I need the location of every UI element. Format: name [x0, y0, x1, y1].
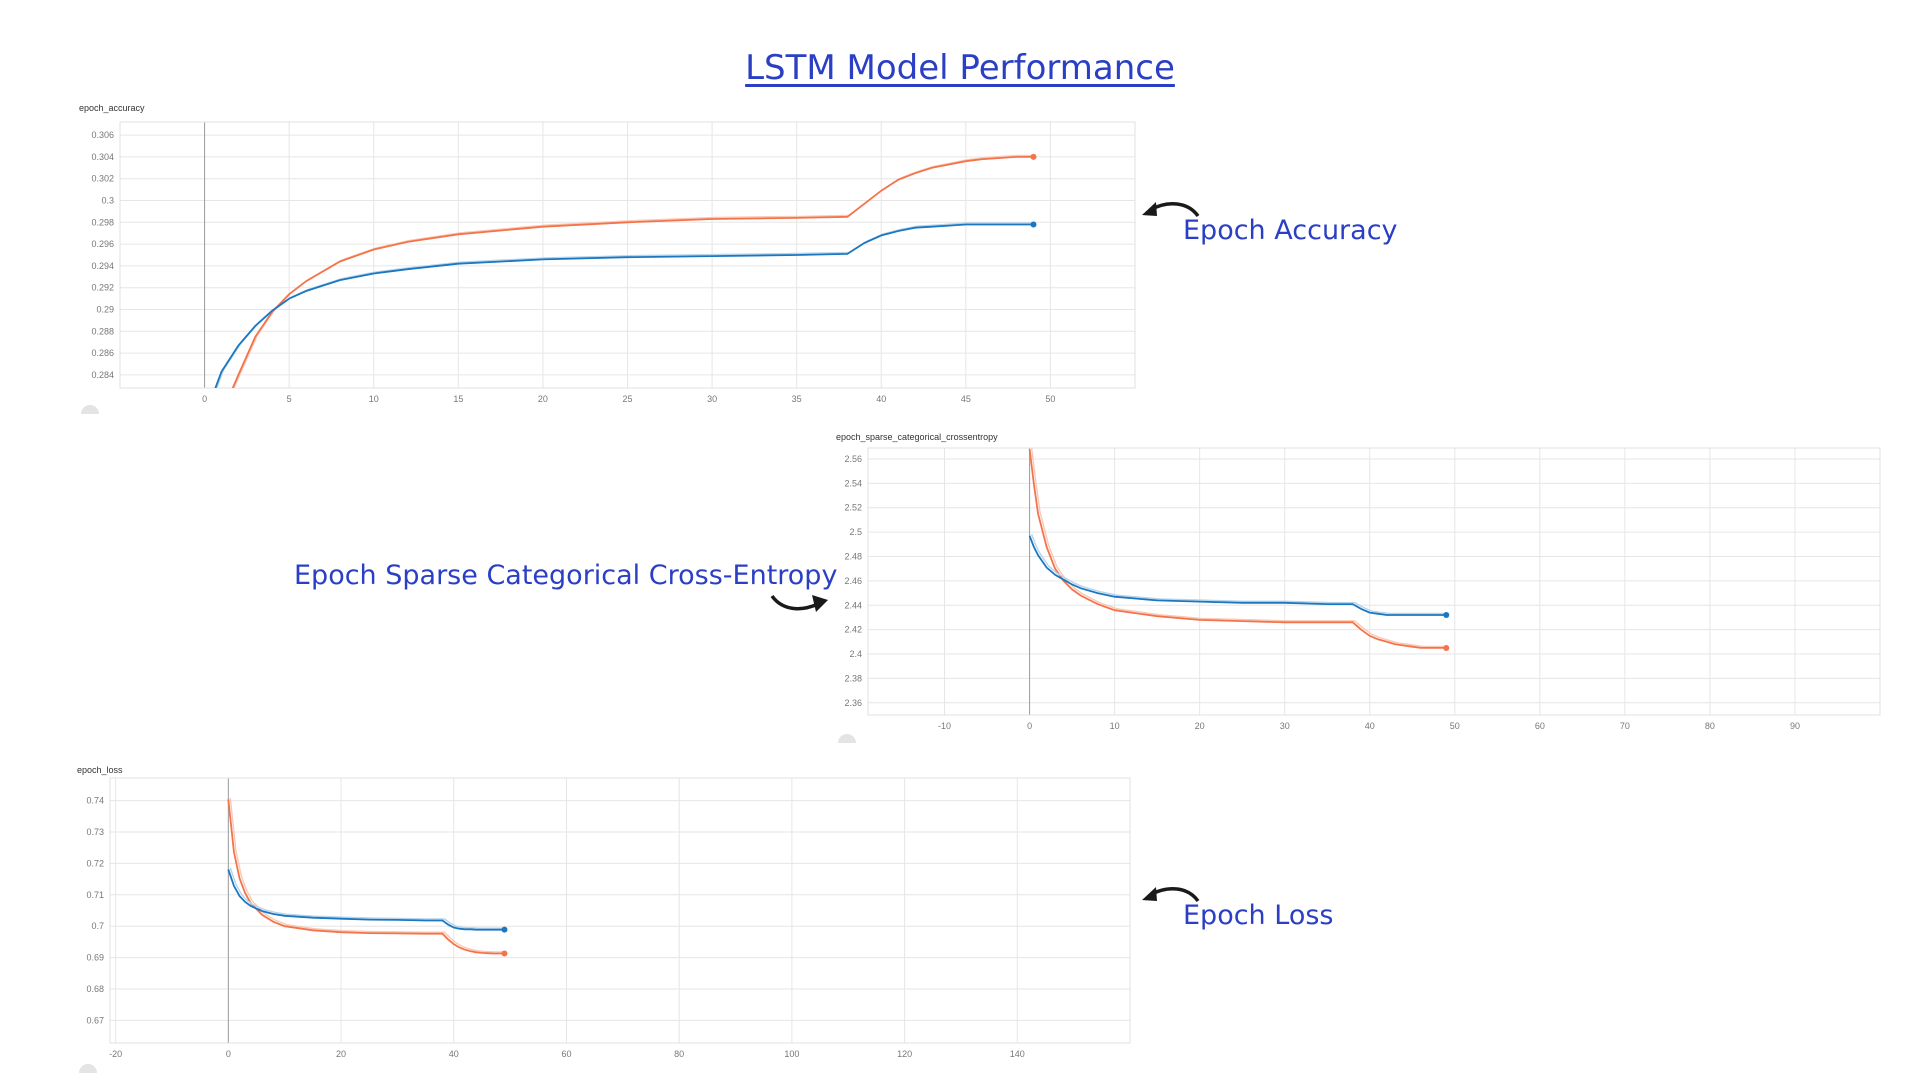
y-tick-label: 0.304 [91, 152, 114, 162]
crossentropy-chart-title: epoch_sparse_categorical_crossentropy [836, 432, 998, 442]
x-tick-label: 80 [1705, 721, 1715, 731]
y-tick-label: 0.73 [86, 827, 104, 837]
crossentropy-chart-corner-icon [838, 734, 856, 743]
y-tick-label: 2.5 [849, 527, 862, 537]
x-tick-label: 20 [538, 394, 548, 404]
y-tick-label: 2.4 [849, 649, 862, 659]
crossentropy-arrow-icon [770, 594, 828, 612]
y-tick-label: 0.306 [91, 130, 114, 140]
series-end-point-orange [1443, 644, 1450, 651]
series-end-point-orange [501, 950, 508, 957]
x-tick-label: 30 [707, 394, 717, 404]
x-tick-label: 50 [1045, 394, 1055, 404]
x-tick-label: 0 [202, 394, 207, 404]
x-tick-label: 40 [1365, 721, 1375, 731]
y-tick-label: 0.292 [91, 283, 114, 293]
plot-frame [867, 447, 1881, 716]
series-line-blue [227, 869, 505, 931]
gridlines [110, 778, 1130, 1043]
y-tick-label: 2.48 [844, 552, 862, 562]
series-end-point-blue [501, 926, 508, 933]
y-tick-label: 2.56 [844, 454, 862, 464]
x-tick-label: 45 [961, 394, 971, 404]
x-tick-label: 25 [622, 394, 632, 404]
y-tick-label: 0.71 [86, 890, 104, 900]
series-raw-line-orange [1030, 448, 1449, 648]
x-tick-label: 140 [1010, 1049, 1025, 1059]
y-tick-label: 2.54 [844, 478, 862, 488]
x-tick-label: 120 [897, 1049, 912, 1059]
y-tick-label: 0.72 [86, 858, 104, 868]
y-tick-label: 2.36 [844, 698, 862, 708]
y-tick-label: 0.296 [91, 239, 114, 249]
x-tick-label: 50 [1450, 721, 1460, 731]
y-tick-label: 0.7 [91, 921, 104, 931]
accuracy-chart-title: epoch_accuracy [79, 103, 145, 113]
x-tick-label: -10 [938, 721, 951, 731]
series-line-blue [1028, 535, 1447, 616]
y-tick-label: 0.29 [96, 305, 114, 315]
x-tick-label: 80 [674, 1049, 684, 1059]
y-tick-label: 0.286 [91, 348, 114, 358]
x-tick-label: 0 [226, 1049, 231, 1059]
y-tick-label: 0.69 [86, 953, 104, 963]
x-tick-label: 15 [453, 394, 463, 404]
plot-frame [109, 777, 1131, 1044]
x-tick-label: 35 [792, 394, 802, 404]
x-tick-label: 20 [1195, 721, 1205, 731]
y-tick-label: 0.284 [91, 370, 114, 380]
x-tick-label: 70 [1620, 721, 1630, 731]
series-end-point-blue [1030, 221, 1037, 228]
y-tick-label: 0.288 [91, 326, 114, 336]
y-tick-label: 2.52 [844, 503, 862, 513]
x-tick-label: 40 [876, 394, 886, 404]
y-tick-label: 0.68 [86, 984, 104, 994]
series-raw-line-orange [229, 797, 507, 953]
y-tick-label: 0.74 [86, 796, 104, 806]
series-line-orange [1028, 449, 1447, 649]
x-tick-label: 10 [369, 394, 379, 404]
x-tick-label: -20 [109, 1049, 122, 1059]
x-tick-label: 30 [1280, 721, 1290, 731]
x-tick-label: 60 [1535, 721, 1545, 731]
series-raw-line-blue [1030, 534, 1449, 615]
series-line-orange [231, 156, 1034, 388]
x-tick-label: 10 [1110, 721, 1120, 731]
y-tick-label: 0.302 [91, 174, 114, 184]
page-title: LSTM Model Performance [745, 48, 1175, 88]
x-tick-label: 100 [784, 1049, 799, 1059]
series-end-point-orange [1030, 153, 1037, 160]
accuracy-chart-corner-icon [81, 405, 99, 414]
y-tick-label: 0.67 [86, 1015, 104, 1025]
y-tick-label: 2.38 [844, 673, 862, 683]
series-end-point-blue [1443, 612, 1450, 619]
x-tick-label: 40 [449, 1049, 459, 1059]
accuracy-callout: Epoch Accuracy [1183, 215, 1398, 246]
series-line-orange [227, 799, 505, 955]
series-raw-line-blue [229, 867, 507, 929]
x-tick-label: 60 [561, 1049, 571, 1059]
y-tick-label: 2.46 [844, 576, 862, 586]
series-line-blue [214, 223, 1034, 388]
accuracy-arrow-icon [1142, 202, 1200, 218]
x-tick-label: 0 [1027, 721, 1032, 731]
y-tick-label: 2.42 [844, 625, 862, 635]
gridlines [868, 448, 1880, 715]
y-tick-label: 0.294 [91, 261, 114, 271]
y-tick-label: 0.3 [101, 195, 114, 205]
y-tick-label: 0.298 [91, 217, 114, 227]
loss-chart-corner-icon [79, 1064, 97, 1073]
loss-callout: Epoch Loss [1183, 900, 1334, 931]
plot-frame [119, 121, 1136, 389]
loss-chart-title: epoch_loss [77, 765, 123, 775]
x-tick-label: 5 [287, 394, 292, 404]
x-tick-label: 20 [336, 1049, 346, 1059]
y-tick-label: 2.44 [844, 600, 862, 610]
x-tick-label: 90 [1790, 721, 1800, 731]
loss-arrow-icon [1142, 887, 1200, 903]
crossentropy-callout: Epoch Sparse Categorical Cross-Entropy [294, 560, 838, 591]
